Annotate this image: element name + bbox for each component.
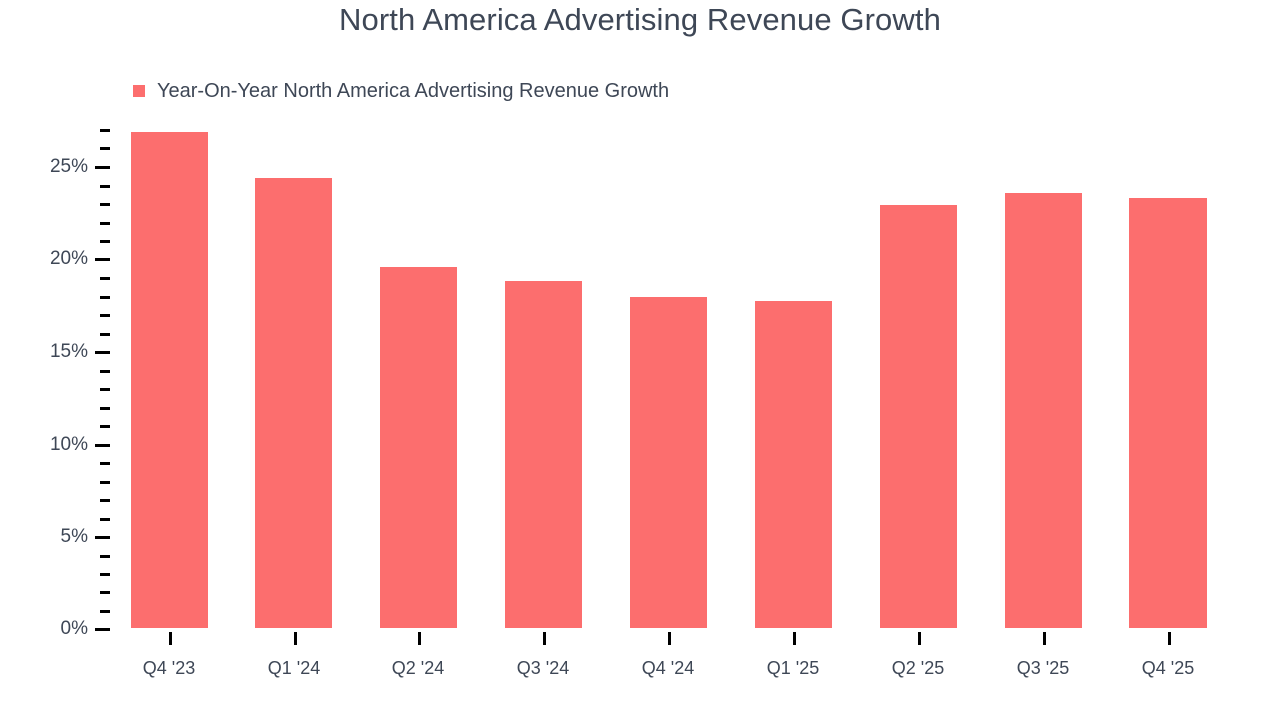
- x-axis-tick: [169, 632, 172, 645]
- bar-q4-23[interactable]: [131, 132, 208, 628]
- y-axis-tick-major: [95, 351, 110, 354]
- bar-q4-25[interactable]: [1129, 198, 1207, 628]
- bar-q1-25[interactable]: [755, 301, 832, 628]
- y-axis-tick-minor: [100, 277, 110, 280]
- y-axis-tick-minor: [100, 425, 110, 428]
- legend-item-label: Year-On-Year North America Advertising R…: [157, 80, 670, 102]
- x-axis-label-q3-25: Q3 '25: [1016, 658, 1070, 678]
- y-axis-tick-minor: [100, 481, 110, 484]
- bar-q2-24[interactable]: [380, 267, 457, 628]
- y-axis-tick-minor: [100, 240, 110, 243]
- y-axis-tick-minor: [100, 518, 110, 521]
- legend-item-revenue-growth[interactable]: Year-On-Year North America Advertising R…: [133, 81, 669, 101]
- y-axis-label-20: 20%: [49, 248, 88, 269]
- x-axis-tick: [668, 632, 671, 645]
- y-axis-tick-minor: [100, 462, 110, 465]
- x-axis-label-q3-24: Q3 '24: [516, 658, 570, 678]
- y-axis-tick-minor: [100, 314, 110, 317]
- y-axis-tick-minor: [100, 296, 110, 299]
- legend-color-swatch-icon: [133, 85, 145, 97]
- bar-q3-25[interactable]: [1005, 193, 1082, 628]
- y-axis-tick-minor: [100, 407, 110, 410]
- y-axis-tick-minor: [100, 222, 110, 225]
- y-axis-tick-minor: [100, 203, 110, 206]
- y-axis-label-15: 15%: [49, 341, 88, 362]
- x-axis-label-q4-24: Q4 '24: [641, 658, 695, 678]
- y-axis-tick-minor: [100, 555, 110, 558]
- y-axis-tick-minor: [100, 147, 110, 150]
- x-axis-tick: [543, 632, 546, 645]
- bar-q1-24[interactable]: [255, 178, 332, 628]
- x-axis-label-q4-23: Q4 '23: [142, 658, 196, 678]
- y-axis-tick-minor: [100, 185, 110, 188]
- y-axis-tick-minor: [100, 610, 110, 613]
- x-axis-tick: [1043, 632, 1046, 645]
- chart-legend: Year-On-Year North America Advertising R…: [133, 78, 669, 104]
- y-axis-label-0: 0%: [60, 618, 88, 639]
- y-axis-tick-minor: [100, 333, 110, 336]
- y-axis-tick-minor: [100, 388, 110, 391]
- x-axis-tick: [294, 632, 297, 645]
- bar-q2-25[interactable]: [880, 205, 957, 628]
- y-axis-label-10: 10%: [49, 434, 88, 455]
- x-axis-label-q1-24: Q1 '24: [267, 658, 321, 678]
- bar-q4-24[interactable]: [630, 297, 707, 628]
- chart-title: North America Advertising Revenue Growth: [339, 2, 941, 37]
- x-axis-label-q4-25: Q4 '25: [1141, 658, 1195, 678]
- x-axis-tick: [793, 632, 796, 645]
- x-axis-tick: [418, 632, 421, 645]
- y-axis-tick-major: [95, 536, 110, 539]
- bar-q3-24[interactable]: [505, 281, 582, 628]
- y-axis-tick-minor: [100, 499, 110, 502]
- y-axis-tick-minor: [100, 370, 110, 373]
- y-axis-label-25: 25%: [49, 156, 88, 177]
- y-axis-tick-major: [95, 444, 110, 447]
- x-axis-label-q1-25: Q1 '25: [766, 658, 820, 678]
- y-axis-label-5: 5%: [60, 526, 88, 547]
- x-axis-label-q2-24: Q2 '24: [391, 658, 445, 678]
- y-axis-tick-major: [95, 628, 110, 631]
- x-axis-tick: [918, 632, 921, 645]
- x-axis-label-q2-25: Q2 '25: [891, 658, 945, 678]
- y-axis-tick-minor: [100, 591, 110, 594]
- y-axis-tick-minor: [100, 573, 110, 576]
- y-axis-tick-minor: [100, 129, 110, 132]
- x-axis-tick: [1168, 632, 1171, 645]
- y-axis-tick-major: [95, 166, 110, 169]
- y-axis-tick-major: [95, 258, 110, 261]
